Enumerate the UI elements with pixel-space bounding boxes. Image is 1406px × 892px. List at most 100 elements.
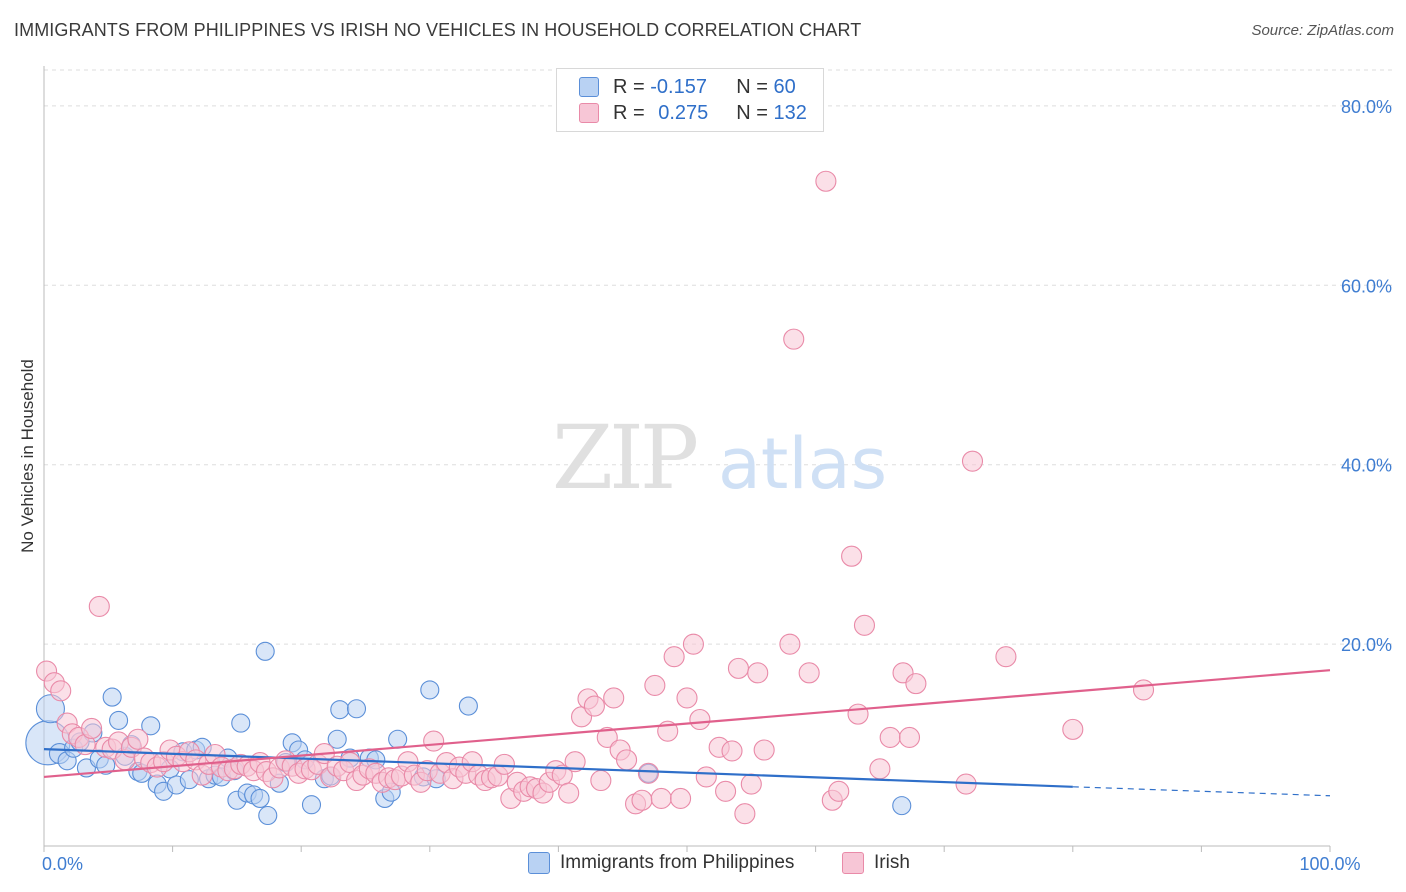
source-credit: Source: ZipAtlas.com	[1251, 22, 1394, 39]
philippines-point	[109, 710, 129, 730]
y-tick-label: 80.0%	[1341, 97, 1392, 117]
irish-point	[753, 739, 775, 761]
irish-point	[1132, 679, 1155, 701]
philippines-point	[420, 680, 440, 700]
philippines-point	[301, 795, 322, 815]
irish-point	[50, 680, 72, 702]
irish-point	[682, 633, 704, 655]
legend-r-label: R =	[613, 101, 651, 124]
irish-point	[650, 787, 672, 810]
philippines-point	[330, 700, 350, 720]
irish-point	[847, 703, 869, 725]
x-tick-label: 100.0%	[1299, 854, 1360, 874]
legend-n-label: N =	[736, 101, 774, 124]
irish-point	[747, 662, 769, 684]
irish-point	[841, 545, 863, 567]
irish-point	[783, 328, 805, 350]
philippines-point	[258, 805, 278, 826]
series-swatch-irish	[842, 852, 864, 874]
trend-lines	[43, 669, 1331, 797]
irish-point	[676, 687, 698, 709]
irish-point	[740, 773, 762, 795]
irish-point	[734, 803, 756, 825]
irish-point	[637, 762, 659, 784]
legend-n-value: 60	[773, 75, 796, 98]
irish-point	[727, 657, 749, 679]
legend-r-label: R =	[613, 75, 651, 98]
legend-row-irish: R = 0.275 N = 132	[579, 101, 807, 125]
irish-point	[596, 726, 618, 748]
series-name-irish: Irish	[874, 852, 910, 873]
legend-r-value: 0.275	[658, 101, 709, 124]
irish-point	[869, 758, 891, 780]
irish-point	[961, 450, 984, 472]
irish-point	[616, 749, 638, 771]
x-tick-label: 0.0%	[42, 854, 83, 874]
philippines-point	[327, 729, 347, 749]
series-legend: Immigrants from Philippines Irish	[0, 852, 1406, 878]
y-axis-label: No Vehicles in Household	[18, 359, 37, 553]
series-swatch-philippines	[528, 852, 550, 874]
watermark-atlas: atlas	[718, 423, 887, 505]
irish-point	[995, 646, 1017, 668]
irish-point	[583, 695, 605, 717]
series-legend-philippines: Immigrants from Philippines	[528, 852, 794, 874]
irish-point	[81, 717, 103, 740]
irish-point	[779, 633, 801, 655]
philippines-point	[231, 713, 251, 733]
irish-point	[689, 708, 711, 731]
irish-point	[798, 662, 820, 684]
philippines-point	[102, 687, 122, 707]
philippines-point	[35, 694, 65, 724]
philippines-point	[255, 641, 275, 661]
chart-title: IMMIGRANTS FROM PHILIPPINES VS IRISH NO …	[14, 20, 862, 40]
legend-r-value: -0.157	[650, 75, 707, 98]
irish-point	[670, 787, 692, 810]
watermark-zip: ZIP	[552, 406, 697, 509]
irish-point	[603, 687, 625, 709]
legend-n-value: 132	[773, 101, 807, 124]
irish-point	[815, 170, 837, 192]
irish-point	[493, 753, 515, 775]
irish-trend-line	[43, 669, 1331, 779]
irish-point	[564, 751, 586, 773]
legend-row-philippines: R = -0.157 N = 60	[579, 75, 796, 99]
irish-point	[644, 674, 666, 696]
y-tick-label: 20.0%	[1341, 635, 1392, 655]
irish-point	[695, 766, 717, 788]
tick-labels: 20.0% 40.0% 60.0% 80.0% 0.0% 100.0%	[42, 97, 1392, 874]
irish-point	[663, 646, 685, 668]
philippines-point	[892, 796, 912, 816]
series-legend-irish: Irish	[842, 852, 910, 874]
irish-point	[590, 769, 612, 792]
y-tick-label: 60.0%	[1341, 276, 1392, 296]
irish-point	[853, 614, 876, 636]
irish-point	[423, 730, 445, 752]
philippines-point	[346, 699, 367, 719]
irish-point	[715, 780, 737, 802]
legend-n-label: N =	[736, 75, 774, 98]
philippines-point	[141, 716, 161, 736]
irish-point	[1062, 718, 1084, 740]
irish-point	[631, 789, 653, 811]
irish-point	[127, 728, 149, 750]
grid-lines	[44, 69, 1392, 645]
philippines-point	[250, 788, 270, 809]
irish-point	[905, 673, 927, 695]
philippines-point	[388, 729, 408, 749]
series-name-philippines: Immigrants from Philippines	[560, 852, 795, 873]
philippines-point	[458, 696, 478, 716]
irish-point	[828, 780, 850, 802]
legend-swatch-irish	[579, 103, 599, 123]
y-tick-label: 40.0%	[1341, 456, 1392, 476]
irish-point	[88, 595, 110, 618]
irish-point	[558, 782, 580, 804]
stats-legend: R = -0.157 N = 60 R = 0.275 N = 132	[556, 68, 824, 132]
legend-swatch-philippines	[579, 77, 599, 97]
irish-point	[898, 726, 921, 748]
irish-point	[879, 726, 901, 748]
irish-point	[721, 740, 743, 762]
philippines-trend-line	[43, 748, 1073, 788]
philippines-trend-extension	[1072, 786, 1331, 797]
